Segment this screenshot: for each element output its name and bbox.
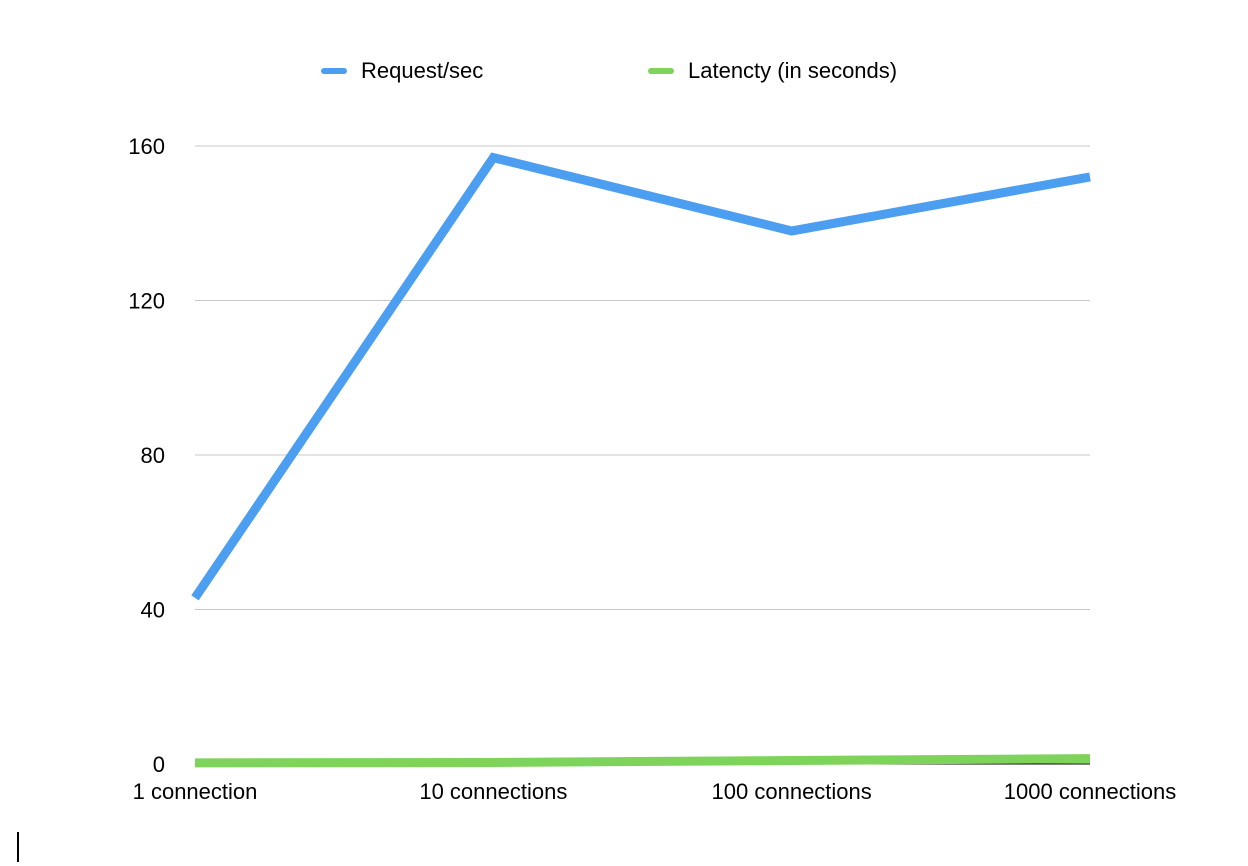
- x-tick-label: 100 connections: [712, 779, 872, 804]
- y-tick-label: 80: [141, 443, 165, 468]
- y-tick-label: 0: [153, 752, 165, 777]
- x-tick-label: 1000 connections: [1004, 779, 1176, 804]
- legend: Request/sec Latencty (in seconds): [0, 56, 1248, 86]
- y-tick-label: 160: [128, 134, 165, 159]
- legend-item-latency: Latencty (in seconds): [648, 56, 897, 86]
- legend-swatch-request-sec: [321, 68, 347, 74]
- series-line-latency: [194, 754, 1091, 768]
- x-tick-label: 10 connections: [419, 779, 567, 804]
- y-tick-label: 40: [141, 598, 165, 623]
- legend-label-request-sec: Request/sec: [361, 58, 484, 83]
- text-cursor: [17, 832, 19, 862]
- y-tick-label: 120: [128, 289, 165, 314]
- legend-label-latency: Latencty (in seconds): [688, 58, 898, 83]
- x-tick-label: 1 connection: [133, 779, 258, 804]
- legend-item-request-sec: Request/sec: [321, 56, 483, 86]
- legend-swatch-latency: [648, 68, 674, 74]
- series-line-request-sec: [191, 152, 1091, 601]
